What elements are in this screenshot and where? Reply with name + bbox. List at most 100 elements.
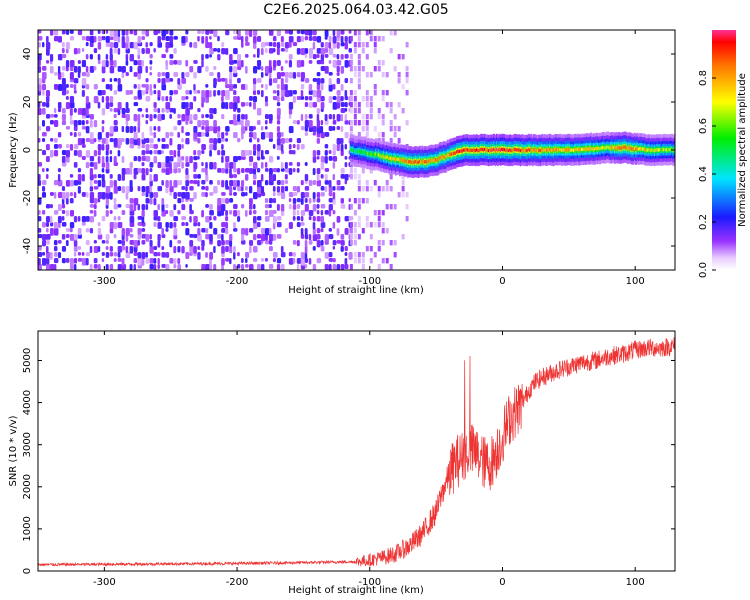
spectrogram-cell xyxy=(69,72,74,80)
spectrogram-cell xyxy=(157,252,161,257)
spectrogram-cell xyxy=(320,42,324,48)
spectrogram-cell xyxy=(157,240,161,248)
spectrogram-cell xyxy=(105,36,110,43)
spectrogram-cell xyxy=(169,78,174,82)
spectrogram-cell xyxy=(113,198,117,205)
spectrogram-ridge-cell xyxy=(400,158,403,162)
spectrogram-ridge-cell xyxy=(596,146,599,151)
spectrogram-ridge-cell xyxy=(404,159,407,163)
spectrogram-cell xyxy=(161,114,165,121)
spectrogram-cell xyxy=(165,30,169,35)
spectrogram-cell xyxy=(61,192,66,200)
spectrogram-cell xyxy=(276,144,282,151)
spectrogram-cell xyxy=(61,84,67,91)
spectrogram-cell xyxy=(181,186,186,191)
spectrogram-cell xyxy=(157,114,162,122)
spectrogram-cell xyxy=(381,72,385,78)
spectrogram-cell xyxy=(229,66,233,73)
spectrogram-cell xyxy=(149,126,153,132)
spectrogram-cell xyxy=(93,174,97,179)
spectrogram-cell xyxy=(193,96,197,102)
spectrogram-cell xyxy=(385,186,389,192)
spectrogram-cell xyxy=(276,120,281,125)
spectrogram-cell xyxy=(153,210,159,217)
spectrogram-cell xyxy=(65,234,70,239)
spectrogram-cell xyxy=(217,150,221,156)
spectrogram-cell xyxy=(185,90,190,95)
spectrogram-cell xyxy=(125,168,131,175)
spectrogram-cell xyxy=(197,252,201,260)
spectrogram-cell xyxy=(185,252,190,259)
spectrogram-cell xyxy=(304,132,309,136)
spectrogram-cell xyxy=(280,42,285,47)
spectrogram-ridge-cell xyxy=(580,147,583,152)
spectrogram-ridge-cell xyxy=(620,146,623,150)
spectrogram-cell xyxy=(381,36,385,42)
spectrogram-cell xyxy=(324,144,329,149)
spectrogram-cell xyxy=(288,144,292,150)
spectrogram-cell xyxy=(233,120,238,126)
spectrogram-cell xyxy=(357,222,361,228)
spectrogram-cell xyxy=(288,258,294,265)
spectrogram-cell xyxy=(177,192,182,197)
spectrogram-cell xyxy=(73,258,78,264)
spectrogram-cell xyxy=(225,222,229,229)
spectrogram-cell xyxy=(161,162,166,169)
spectrogram-cell xyxy=(292,96,296,104)
spectrogram-cell xyxy=(101,162,105,168)
snr-x-tick-label: 100 xyxy=(626,577,645,588)
spectrogram-cell xyxy=(38,66,42,73)
spectrogram-cell xyxy=(268,174,273,182)
spectrogram-ridge-cell xyxy=(645,148,648,152)
spectrogram-cell xyxy=(252,162,258,169)
spectrogram-cell xyxy=(237,186,242,192)
spectrogram-cell xyxy=(300,36,305,42)
spectrogram-cell xyxy=(193,180,198,185)
spectrogram-cell xyxy=(209,216,212,221)
spectrogram-cell xyxy=(89,204,95,208)
spectrogram-cell xyxy=(45,234,51,240)
spectrogram-ridge-cell xyxy=(599,146,602,151)
spectrogram-cell xyxy=(328,186,333,193)
spectrogram-cell xyxy=(300,228,304,236)
spectrogram-cell xyxy=(288,162,293,166)
spectrogram-cell xyxy=(185,132,190,136)
spectrogram-cell xyxy=(300,198,304,205)
spectrogram-cell xyxy=(113,156,117,164)
spectrogram-cell xyxy=(209,126,214,132)
spectrogram-cell xyxy=(101,78,105,83)
spectrogram-cell xyxy=(256,216,262,221)
spectrogram-cell xyxy=(113,180,117,187)
spectrogram-cell xyxy=(113,48,118,54)
spectrogram-ridge-cell xyxy=(442,155,445,159)
spectrogram-cell xyxy=(141,228,146,232)
spectrogram-ridge-cell xyxy=(434,158,437,162)
spectrogram-cell xyxy=(385,90,389,96)
spectrogram-cell xyxy=(205,114,209,118)
spectrogram-cell xyxy=(328,126,333,131)
spectrogram-cell xyxy=(185,180,190,187)
snr-x-tick-label: -300 xyxy=(93,577,116,588)
spectrogram-cell xyxy=(316,240,321,248)
spectrogram-cell xyxy=(361,168,365,174)
spectrogram-cell xyxy=(165,186,169,194)
spectrogram-cell xyxy=(349,108,353,114)
spectrogram-cell xyxy=(336,180,341,186)
spectrogram-cell xyxy=(121,174,125,181)
spectrogram-cell xyxy=(101,138,107,144)
spectrogram-cell xyxy=(332,150,336,156)
spectrogram-cell xyxy=(324,120,329,125)
spectrogram-cell xyxy=(217,198,222,206)
spectrogram-cell xyxy=(268,228,272,234)
spectrogram-cell xyxy=(357,66,361,72)
spectrogram-cell xyxy=(260,234,266,242)
spectrogram-cell xyxy=(344,246,348,252)
spectrogram-cell xyxy=(225,138,229,142)
spectrogram-cell xyxy=(81,216,87,223)
spectrogram-cell xyxy=(312,204,317,212)
spectrogram-cell xyxy=(141,192,145,197)
spectrogram-cell xyxy=(157,72,161,77)
spectrogram-cell xyxy=(69,36,75,41)
spectrogram-cell xyxy=(113,78,118,82)
spectrogram-cell xyxy=(141,156,147,162)
